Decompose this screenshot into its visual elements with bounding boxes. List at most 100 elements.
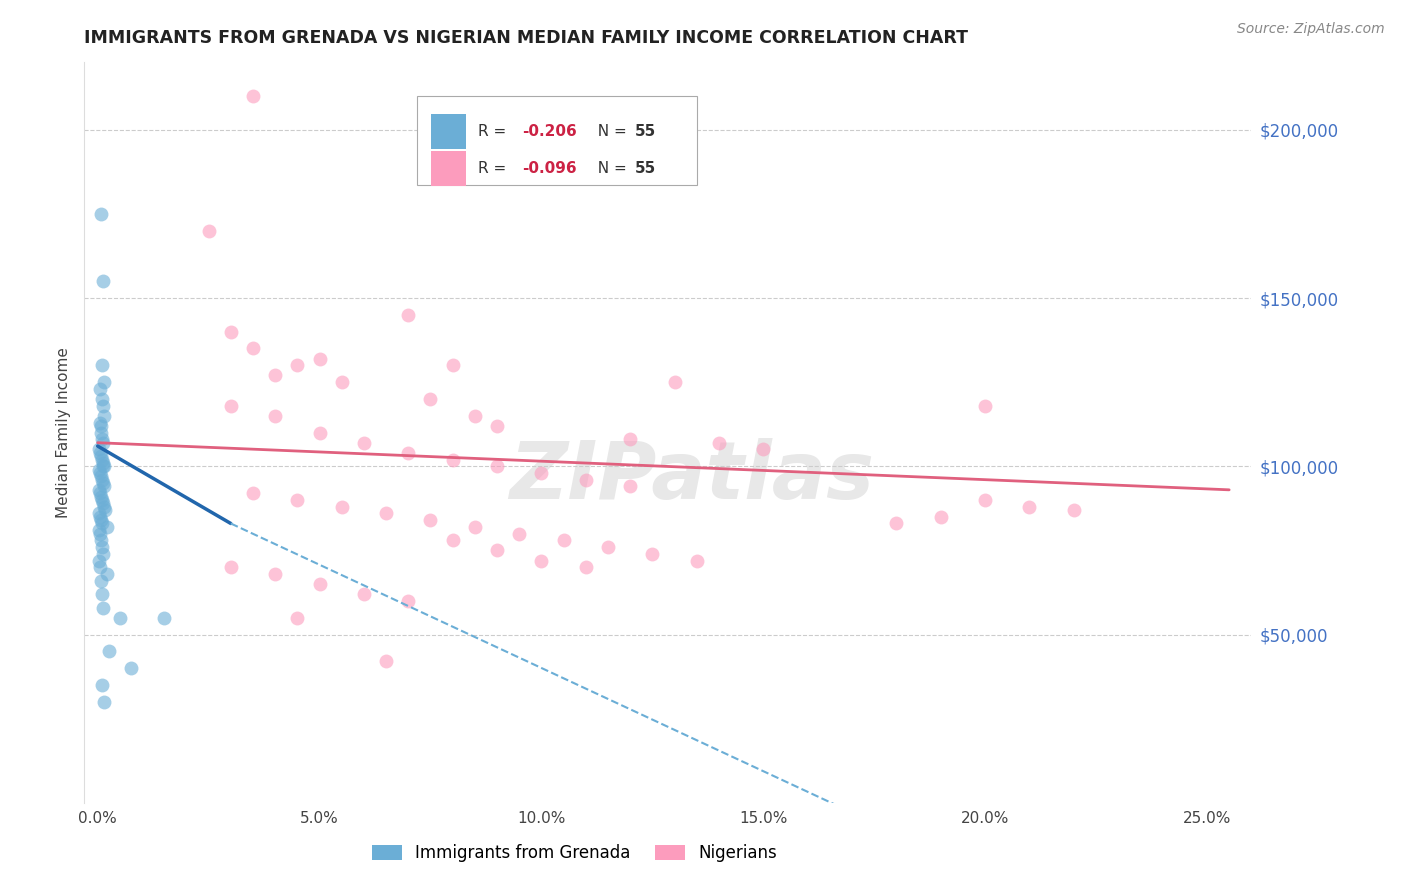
Point xyxy=(89,553,111,567)
Point xyxy=(264,368,287,383)
Point xyxy=(91,600,114,615)
Point xyxy=(197,224,219,238)
Point xyxy=(90,490,112,504)
Point xyxy=(375,655,398,669)
Point xyxy=(90,207,112,221)
Text: 55: 55 xyxy=(636,124,657,139)
FancyBboxPatch shape xyxy=(418,95,697,185)
Point xyxy=(353,435,375,450)
Point xyxy=(886,516,908,531)
Point xyxy=(93,500,115,514)
Point xyxy=(929,509,952,524)
Point xyxy=(530,466,553,480)
Point xyxy=(96,520,118,534)
Point xyxy=(441,452,464,467)
Point xyxy=(219,399,242,413)
Point xyxy=(375,507,398,521)
Point xyxy=(90,469,112,483)
Point xyxy=(89,523,111,537)
Point xyxy=(91,492,114,507)
Point xyxy=(530,553,553,567)
Point xyxy=(90,452,112,467)
Point xyxy=(575,473,598,487)
Point xyxy=(91,587,114,601)
Point xyxy=(508,526,530,541)
Point xyxy=(419,513,441,527)
Point xyxy=(93,375,115,389)
Point xyxy=(419,392,441,406)
Point xyxy=(330,375,353,389)
Point xyxy=(93,695,115,709)
Point xyxy=(264,409,287,423)
Text: N =: N = xyxy=(589,124,633,139)
Point xyxy=(575,560,598,574)
Point xyxy=(91,476,114,491)
Point xyxy=(1018,500,1040,514)
Point xyxy=(91,540,114,554)
Text: R =: R = xyxy=(478,124,510,139)
Point xyxy=(242,342,264,356)
Point xyxy=(441,533,464,548)
Point xyxy=(89,483,111,497)
Point xyxy=(93,459,115,474)
Text: -0.206: -0.206 xyxy=(522,124,576,139)
Point xyxy=(90,533,112,548)
Point xyxy=(89,509,111,524)
Point xyxy=(94,503,117,517)
Point xyxy=(91,516,114,531)
Point xyxy=(91,678,114,692)
Point xyxy=(219,325,242,339)
Point xyxy=(90,513,112,527)
Point xyxy=(96,566,118,581)
Point xyxy=(396,308,419,322)
Point xyxy=(91,547,114,561)
Text: ZIPatlas: ZIPatlas xyxy=(509,438,873,516)
Legend: Immigrants from Grenada, Nigerians: Immigrants from Grenada, Nigerians xyxy=(366,838,785,869)
Point xyxy=(89,446,111,460)
Point xyxy=(285,359,308,373)
Point xyxy=(285,610,308,624)
Point xyxy=(219,560,242,574)
Point xyxy=(707,435,730,450)
Point xyxy=(353,587,375,601)
Point xyxy=(90,574,112,588)
Point xyxy=(91,435,114,450)
Point xyxy=(441,359,464,373)
Point xyxy=(974,399,997,413)
Point xyxy=(93,409,115,423)
Point xyxy=(93,479,115,493)
Point xyxy=(485,418,508,433)
Point xyxy=(285,492,308,507)
Point xyxy=(664,375,686,389)
Point xyxy=(752,442,775,457)
Point xyxy=(93,459,115,474)
Point xyxy=(1063,503,1085,517)
Text: 55: 55 xyxy=(636,161,657,176)
Point xyxy=(91,274,114,288)
Point xyxy=(308,577,330,591)
Point xyxy=(641,547,664,561)
Text: -0.096: -0.096 xyxy=(522,161,576,176)
Point xyxy=(396,446,419,460)
Point xyxy=(90,449,112,463)
Point xyxy=(974,492,997,507)
Point xyxy=(90,418,112,433)
Point xyxy=(89,560,111,574)
Text: IMMIGRANTS FROM GRENADA VS NIGERIAN MEDIAN FAMILY INCOME CORRELATION CHART: IMMIGRANTS FROM GRENADA VS NIGERIAN MEDI… xyxy=(84,29,969,47)
Point xyxy=(396,594,419,608)
Text: N =: N = xyxy=(589,161,633,176)
Point xyxy=(153,610,176,624)
Point xyxy=(464,409,486,423)
Point xyxy=(619,479,641,493)
Point xyxy=(264,566,287,581)
Bar xyxy=(432,113,465,149)
Point xyxy=(89,382,111,396)
Point xyxy=(485,543,508,558)
Text: Source: ZipAtlas.com: Source: ZipAtlas.com xyxy=(1237,22,1385,37)
Y-axis label: Median Family Income: Median Family Income xyxy=(56,347,72,518)
Point xyxy=(91,399,114,413)
Point xyxy=(120,661,142,675)
Point xyxy=(108,610,131,624)
Point xyxy=(90,425,112,440)
Point xyxy=(308,351,330,366)
